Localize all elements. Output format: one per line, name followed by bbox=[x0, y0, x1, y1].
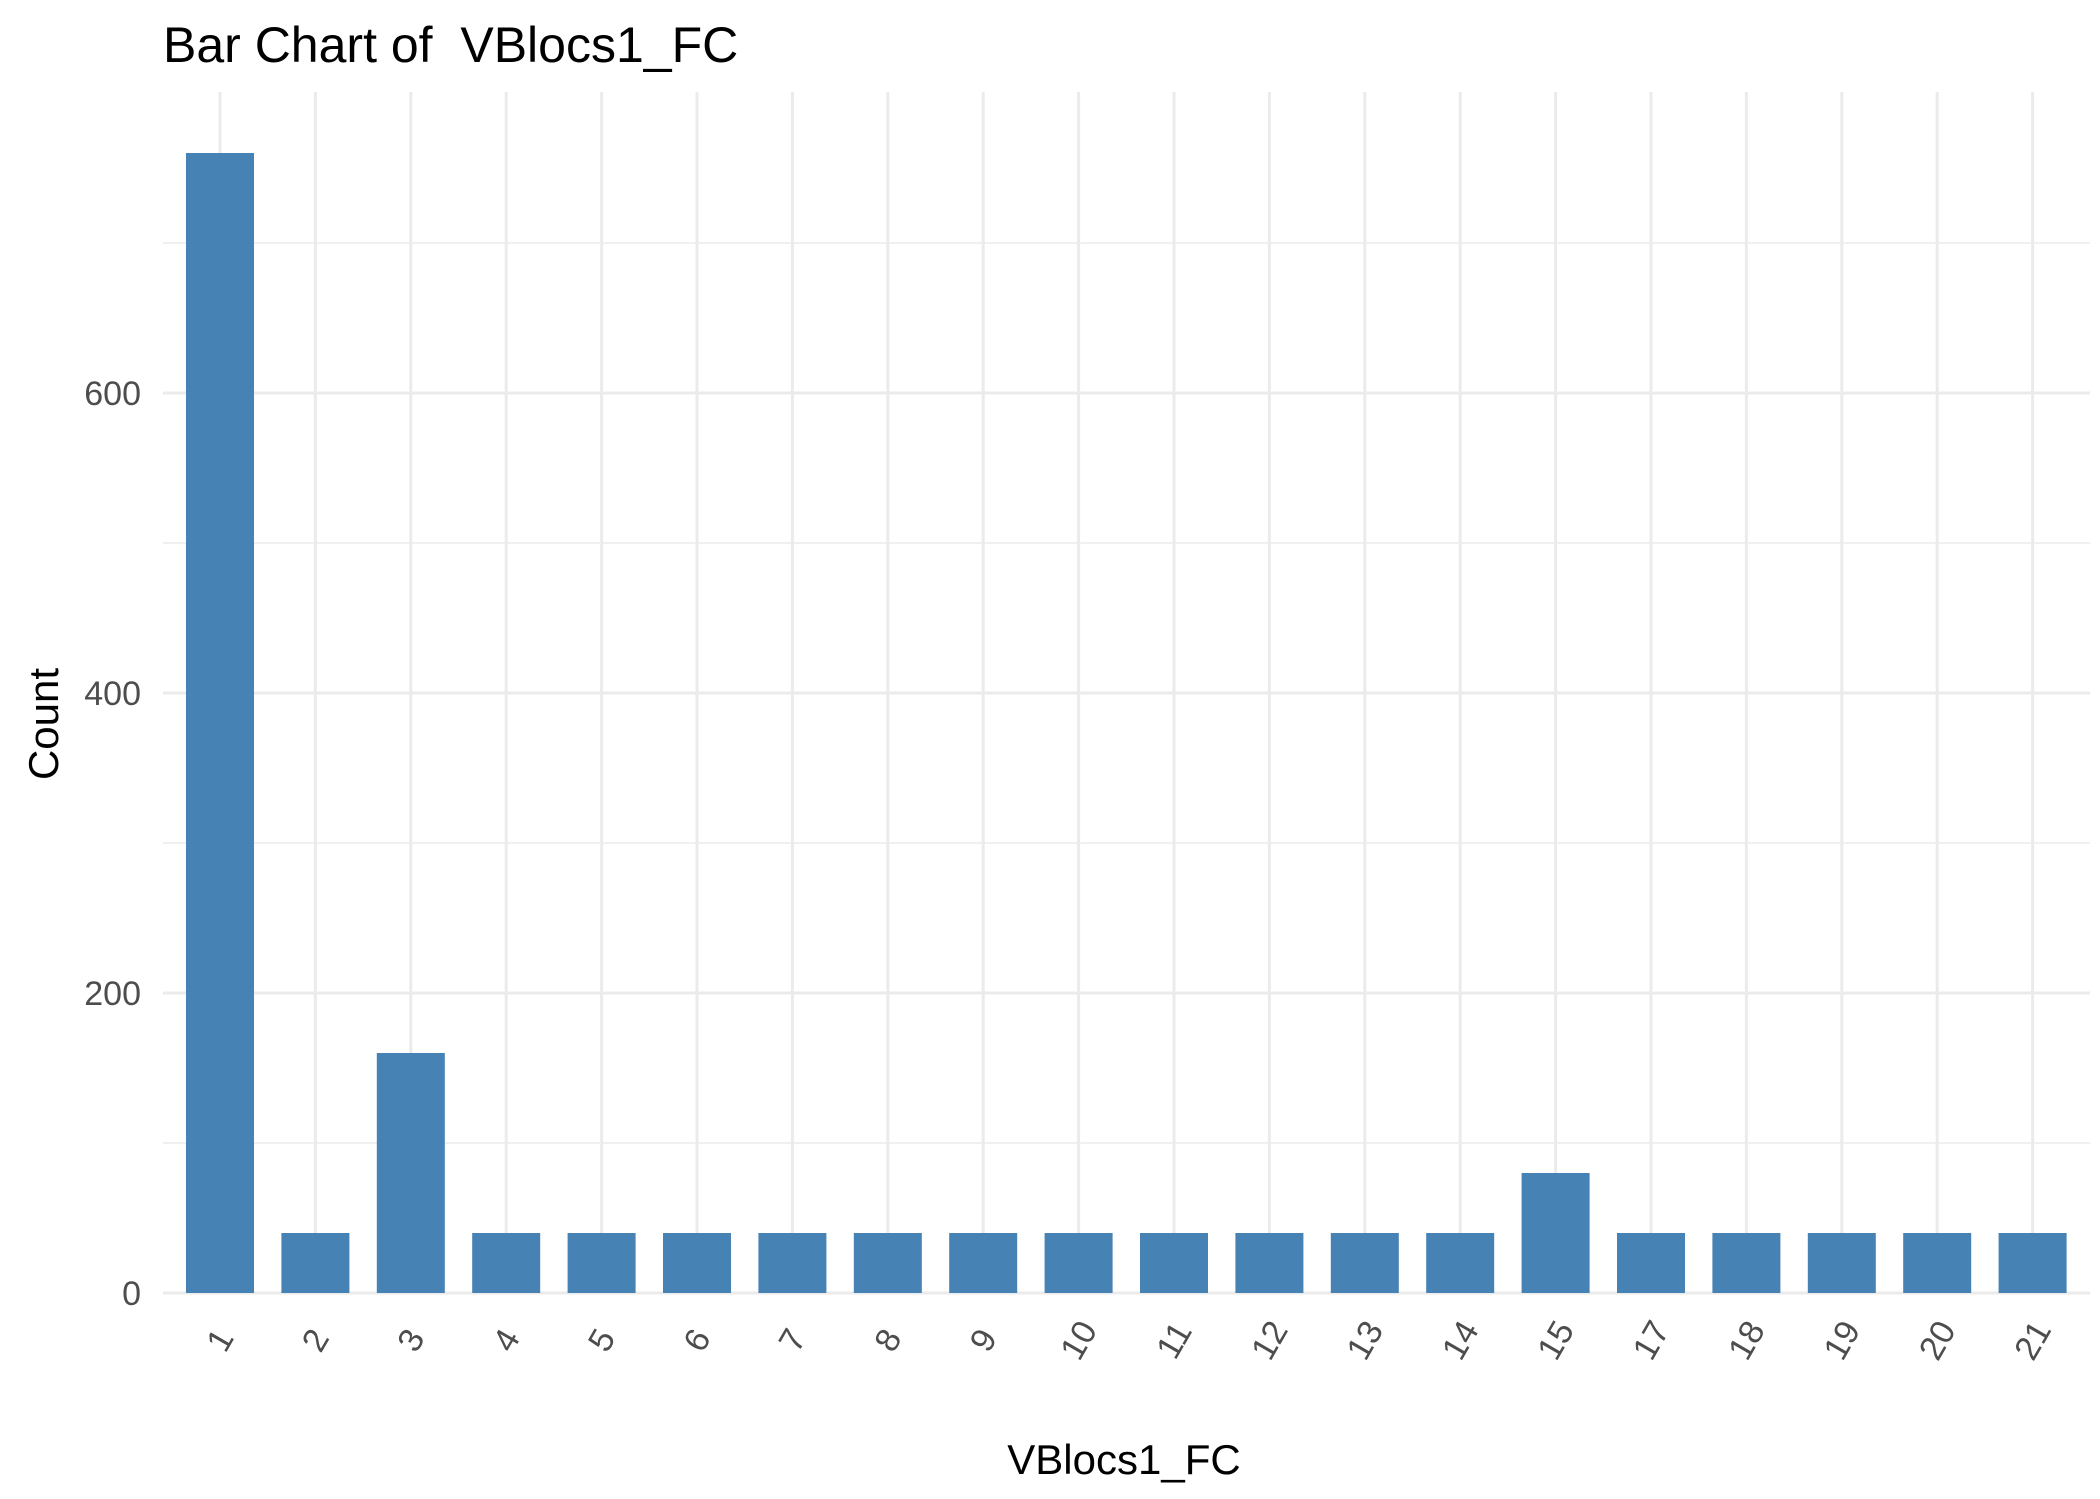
y-axis-title: Count bbox=[20, 668, 67, 780]
bar-7 bbox=[758, 1233, 827, 1293]
y-axis-ticks: 0 200 400 600 bbox=[84, 375, 141, 1313]
bar-8 bbox=[853, 1233, 922, 1293]
y-tick-label: 0 bbox=[122, 1275, 141, 1313]
bar-10 bbox=[1044, 1233, 1113, 1293]
bar-3 bbox=[376, 1053, 445, 1293]
bar-15 bbox=[1521, 1173, 1590, 1293]
bar-20 bbox=[1903, 1233, 1972, 1293]
bar-2 bbox=[281, 1233, 350, 1293]
x-axis-title: VBlocs1_FC bbox=[1007, 1436, 1240, 1483]
bars bbox=[186, 153, 2067, 1293]
bar-4 bbox=[472, 1233, 541, 1293]
chart-title: Bar Chart of VBlocs1_FC bbox=[163, 17, 738, 73]
y-tick-label: 600 bbox=[84, 375, 141, 413]
bar-6 bbox=[663, 1233, 731, 1293]
bar-5 bbox=[567, 1233, 636, 1293]
bar-13 bbox=[1330, 1233, 1399, 1293]
bar-11 bbox=[1140, 1233, 1208, 1293]
bar-1 bbox=[186, 153, 254, 1293]
bar-17 bbox=[1617, 1233, 1685, 1293]
bar-14 bbox=[1426, 1233, 1495, 1293]
bar-18 bbox=[1712, 1233, 1781, 1293]
y-tick-label: 400 bbox=[84, 675, 141, 713]
bar-12 bbox=[1235, 1233, 1304, 1293]
y-tick-label: 200 bbox=[84, 975, 141, 1013]
bar-21 bbox=[1998, 1233, 2067, 1293]
bar-19 bbox=[1807, 1233, 1876, 1293]
bar-9 bbox=[949, 1233, 1018, 1293]
